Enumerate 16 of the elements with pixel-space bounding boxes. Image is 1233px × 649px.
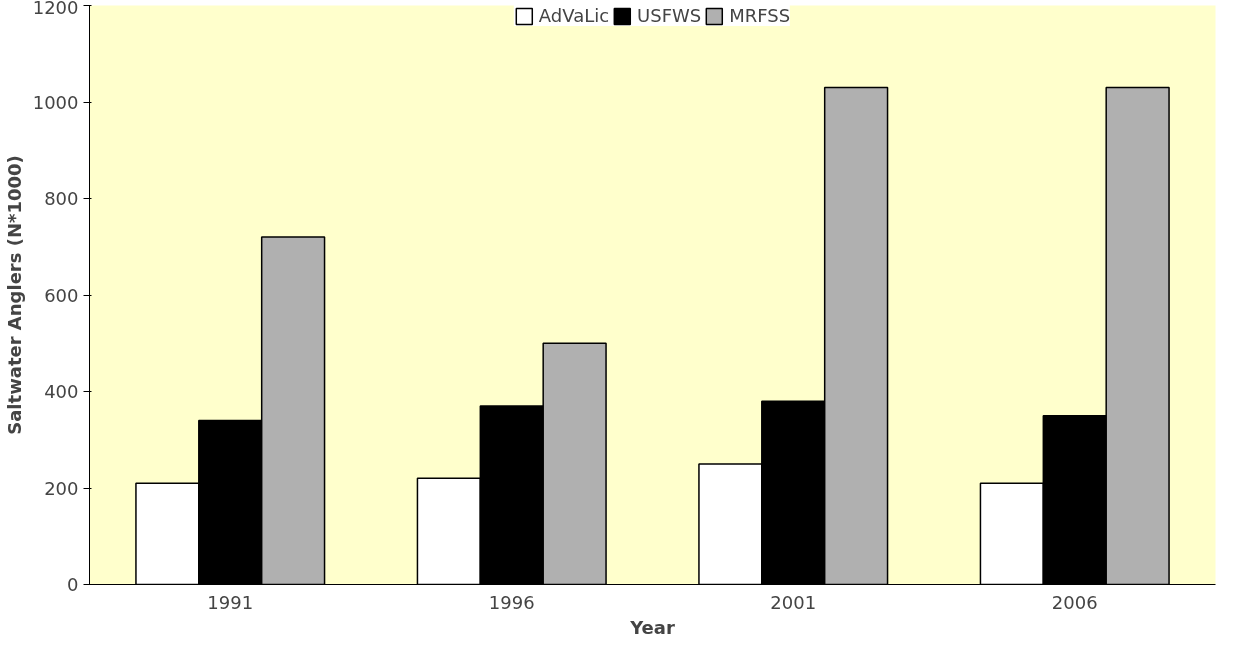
- x-tick-label: 1991: [207, 591, 254, 613]
- y-tick-label: 1000: [32, 91, 79, 113]
- x-tick-label: 2001: [770, 591, 817, 613]
- legend-label: MRFSS: [729, 5, 791, 26]
- y-tick-label: 400: [44, 381, 79, 402]
- y-tick-label: 1200: [32, 0, 79, 18]
- x-tick-label: 2006: [1051, 591, 1098, 613]
- y-tick-label: 0: [67, 574, 79, 595]
- y-axis-title: Saltwater Anglers (N*1000): [3, 155, 25, 435]
- legend-label: USFWS: [637, 5, 702, 26]
- y-tick-label: 600: [44, 284, 79, 306]
- y-tick-label: 800: [44, 188, 79, 209]
- x-tick-label: 1996: [488, 591, 535, 613]
- legend-label: AdVaLic: [538, 5, 610, 26]
- x-axis-title: Year: [629, 616, 675, 638]
- y-tick-label: 200: [44, 477, 79, 499]
